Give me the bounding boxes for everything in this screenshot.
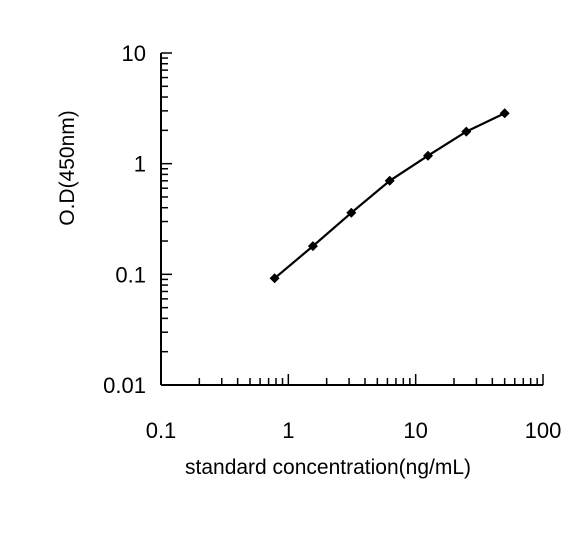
series-line [275,113,505,278]
y-tick-label: 1 [134,152,146,177]
x-axis-label: standard concentration(ng/mL) [185,456,471,479]
y-axis-label: O.D(450nm) [56,110,79,226]
x-tick-label: 100 [525,418,562,443]
y-tick-label: 0.01 [103,373,146,398]
series [270,108,510,283]
y-tick-label: 0.1 [115,262,146,287]
x-tick-label: 1 [282,418,294,443]
axes [161,53,543,385]
data-point [500,108,510,118]
x-tick-label: 0.1 [146,418,177,443]
x-tick-label: 10 [403,418,427,443]
y-tick-label: 10 [122,41,146,66]
